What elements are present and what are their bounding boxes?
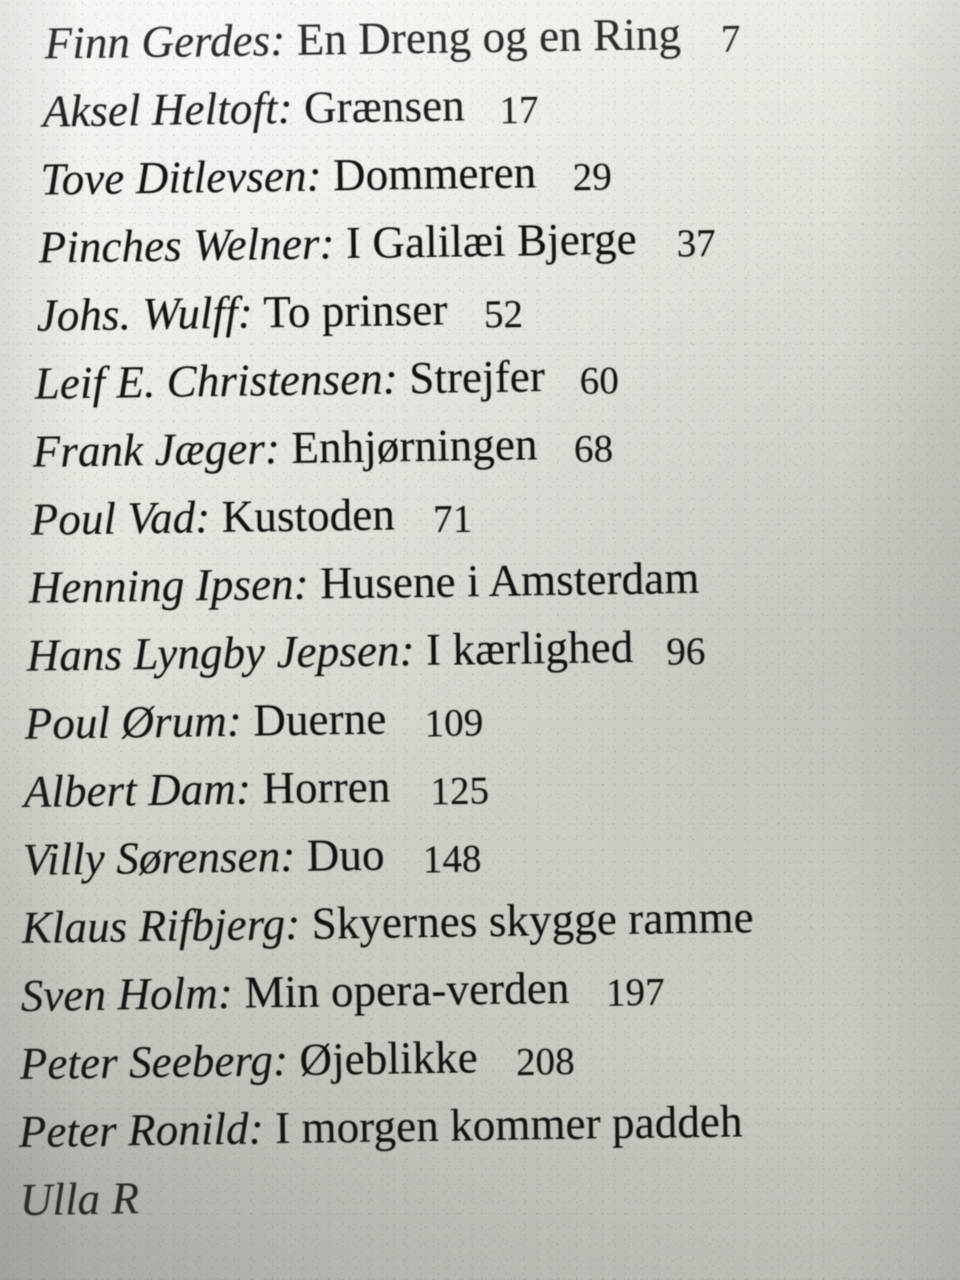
toc-entry-space — [285, 15, 297, 65]
toc-entry-space — [295, 831, 307, 881]
toc-entry-author: Tove Ditlevsen — [40, 150, 307, 205]
toc-entry-page-number: 148 — [422, 837, 482, 882]
toc-entry-separator: : — [269, 15, 286, 66]
toc-entry-author: Aksel Heltoft — [42, 83, 278, 137]
toc-entry-page-number: 7 — [720, 17, 741, 61]
toc-entry-space — [210, 492, 222, 542]
toc-entry-title: En Dreng og en Ring — [296, 9, 682, 65]
toc-entry-separator: : — [248, 1103, 265, 1154]
toc-entry-space — [251, 763, 263, 813]
toc-entry-page-number: 37 — [676, 221, 717, 266]
toc-entry-separator: : — [319, 218, 336, 269]
toc-entry-page-number: 208 — [515, 1039, 576, 1084]
toc-entry-title: Øjeblikke — [299, 1032, 479, 1085]
toc-entry-space — [233, 968, 245, 1018]
toc-entry-page-number: 71 — [432, 497, 473, 541]
toc-entry-separator: : — [279, 830, 296, 882]
toc-entry-space — [280, 423, 292, 473]
toc-entry-separator: : — [306, 150, 323, 201]
toc-entry-author: Leif E. Christensen — [34, 353, 384, 409]
toc-entry-title: I kærlighed — [425, 621, 634, 675]
toc-entry-page-number: 68 — [573, 427, 614, 471]
toc-entry-title: Kustoden — [221, 489, 396, 543]
toc-entry-author: Peter Ronild — [18, 1103, 250, 1158]
toc-entry-separator: : — [284, 898, 301, 950]
toc-entry-author: Sven Holm — [20, 968, 219, 1022]
toc-entry-separator: : — [237, 287, 254, 338]
toc-entry-separator: : — [272, 1035, 289, 1086]
toc-entry-title: Min opera-verden — [243, 962, 570, 1018]
toc-entry-separator: : — [399, 625, 416, 676]
toc-entry-author: Henning Ipsen — [28, 558, 295, 613]
toc-entry-separator: : — [264, 423, 281, 474]
toc-entry-separator: : — [293, 558, 310, 609]
toc-entry-separator: : — [235, 763, 252, 814]
toc-entry-space — [242, 696, 254, 746]
toc-entry-title: Husene i Amsterdam — [319, 552, 700, 609]
toc-entry-page-number: 60 — [579, 359, 620, 403]
toc-entry-space — [300, 899, 312, 949]
toc-entry-space — [252, 287, 263, 337]
toc-entry-separator: : — [194, 492, 211, 543]
toc-entry-author: Peter Seeberg — [19, 1035, 274, 1090]
toc-entry-page-number: 29 — [572, 155, 613, 199]
toc-entry-separator: : — [217, 967, 234, 1019]
toc-entry-title: Duo — [306, 829, 385, 881]
toc-entry-author: Poul Ørum — [24, 695, 228, 749]
toc-entry-page-number: 17 — [499, 88, 539, 132]
toc-entry-page-number: 96 — [665, 629, 706, 674]
toc-entry-title: I Galilæi Bjerge — [345, 213, 638, 269]
toc-entry-title: Grænsen — [303, 80, 466, 133]
toc-entry-page-number: 109 — [424, 701, 484, 746]
table-of-contents: Finn Gerdes: En Dreng og en Ring 7 Aksel H… — [18, 9, 754, 1226]
toc-entry-author: Finn Gerdes — [44, 15, 271, 69]
toc-entry-page-number: 52 — [483, 292, 524, 337]
toc-entry-author: Klaus Rifbjerg — [21, 899, 286, 954]
toc-entry-space — [398, 353, 410, 403]
toc-entry-author: Frank Jæger — [32, 423, 266, 477]
toc-entry-title: Strejfer — [408, 351, 546, 404]
toc-entry-title: To prinser — [263, 284, 448, 338]
toc-entry-author: Villy Sørensen — [22, 831, 281, 885]
toc-entry-author: Albert Dam — [23, 763, 237, 817]
toc-entry-author: Poul Vad — [30, 492, 196, 545]
toc-entry-author: Hans Lyngby Jepsen — [26, 625, 400, 681]
toc-entry-title: Dommeren — [332, 147, 537, 201]
toc-entry-title: Skyernes skygge ramme — [311, 892, 754, 949]
toc-entry-separator: : — [382, 353, 399, 404]
toc-entry-separator: : — [277, 82, 294, 134]
toc-entry-page-number: 197 — [605, 970, 666, 1015]
toc-entry-title: Duerne — [252, 693, 387, 746]
toc-entry-space — [288, 1035, 300, 1085]
toc-entry-page-number: 125 — [430, 769, 490, 813]
toc-entry-title: Enhjørningen — [291, 419, 538, 473]
toc-entry-author: Johs. Wulff — [36, 287, 239, 341]
toc-entry-author: Ulla R — [19, 1173, 140, 1226]
toc-entry-title: Horren — [262, 761, 391, 814]
toc-entry-separator: : — [226, 695, 243, 746]
toc-entry-author: Pinches Welner — [38, 218, 320, 273]
toc-entry-title: I morgen kommer paddeh — [274, 1096, 743, 1154]
